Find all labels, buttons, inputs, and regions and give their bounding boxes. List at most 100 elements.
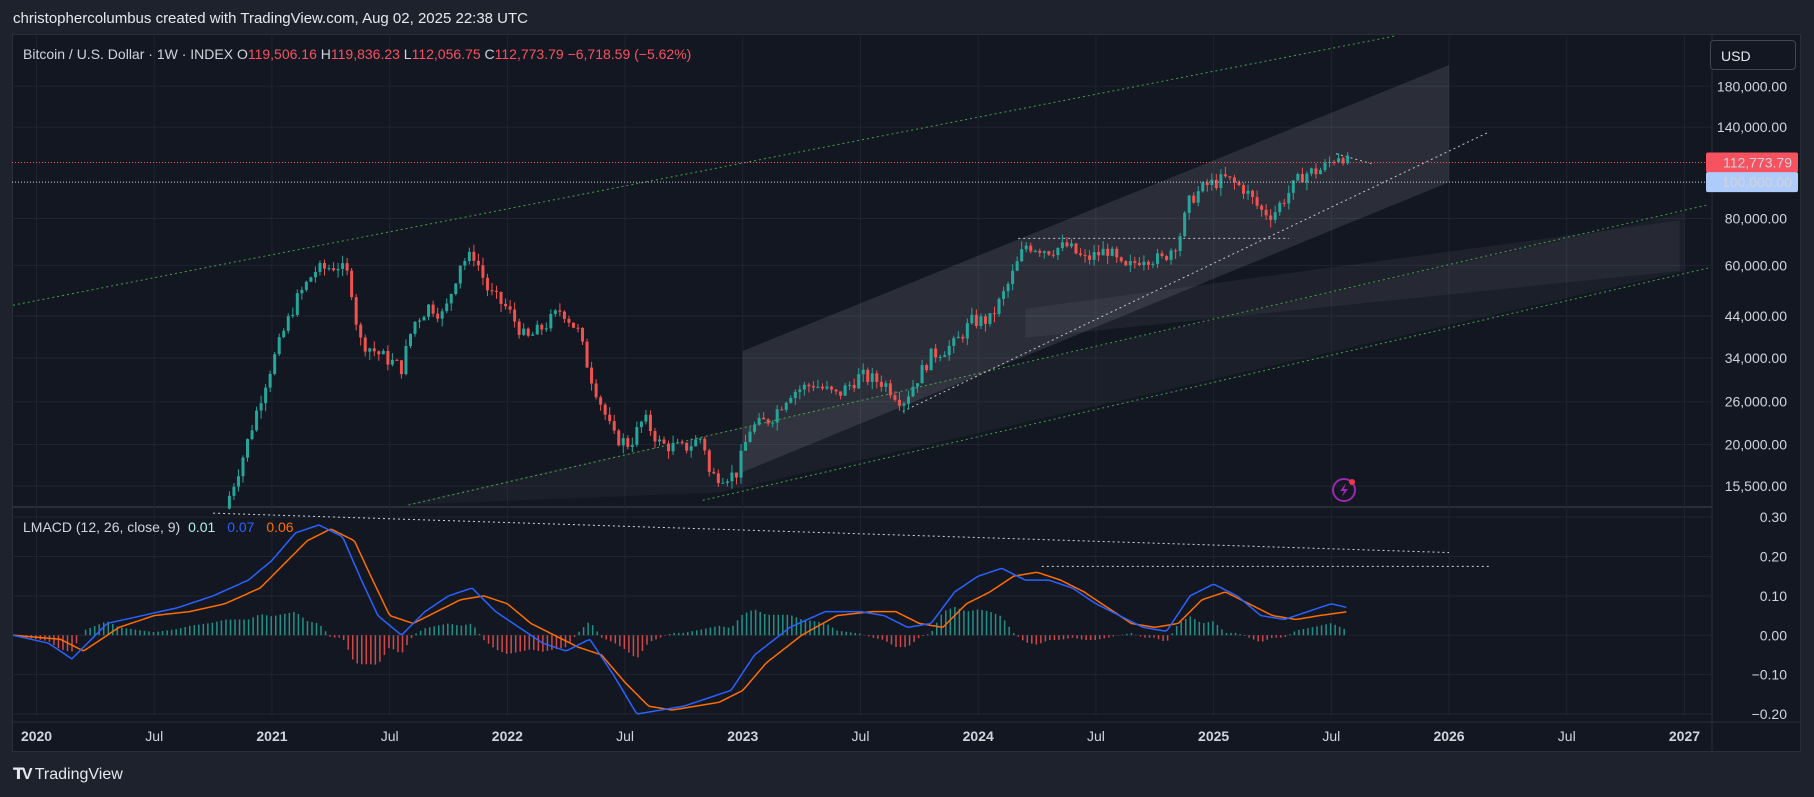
flash-bolt-icon [1340,483,1348,497]
pullback-line [1335,153,1372,165]
candle-body [255,410,259,431]
candle-body [979,316,983,326]
candle-body [345,263,349,271]
candle-body [1160,253,1164,256]
candle-body [553,310,557,315]
candle-body [1119,257,1123,262]
candle-body [893,395,897,400]
candle-body [925,365,929,371]
time-axis-label: 2025 [1198,728,1229,744]
candle-body [676,442,680,444]
price-axis-label: 80,000.00 [1725,210,1787,226]
candle-body [1291,180,1295,193]
candle-body [1183,212,1187,237]
price-axis-label: 140,000.00 [1717,119,1787,135]
candle-body [757,417,761,425]
candle-body [648,414,652,432]
candle-body [467,251,471,262]
candle-body [1318,170,1322,175]
candle-body [789,398,793,403]
time-axis-label: 2022 [492,728,523,744]
candle-body [318,263,322,272]
candle-body [875,373,879,382]
candle-body [535,324,539,335]
chart-frame[interactable] [12,34,1801,752]
candle-body [952,338,956,346]
macd-axis-label: 0.10 [1760,588,1787,604]
candle-body [540,324,544,330]
candle-body [1210,179,1214,185]
candle-body [698,438,702,440]
candle-body [517,321,521,335]
time-axis-label: Jul [1558,728,1576,744]
currency-button[interactable]: USD [1710,40,1796,70]
candle-body [1029,245,1033,252]
candle-body [793,391,797,399]
candle-body [902,403,906,406]
candle-body [567,318,571,323]
candle-body [273,354,277,374]
candle-body [1146,261,1150,265]
candle-body [1341,158,1345,164]
candle-body [1337,158,1341,163]
candle-body [644,414,648,422]
time-axis-label: 2026 [1433,728,1464,744]
time-axis-label: 2024 [963,728,994,744]
candle-body [1006,284,1010,292]
candle-body [581,327,585,342]
candle-body [259,403,263,411]
high-label: H [320,46,331,62]
candle-body [685,442,689,451]
macd-axis-label: 0.00 [1760,627,1787,643]
lmacd-title[interactable]: LMACD (12, 26, close, 9) [23,519,181,535]
price-axis-label: 34,000.00 [1725,350,1787,366]
macd-histogram [16,606,1345,665]
time-axis-label: Jul [616,728,634,744]
candle-body [304,281,308,290]
time-axis-label: Jul [381,728,399,744]
candle-body [1201,182,1205,192]
projection-fill [1025,220,1680,338]
candle-body [1187,195,1191,213]
candle-body [300,289,304,294]
candle-body [852,384,856,389]
candle-body [445,303,449,312]
candle-body [1305,173,1309,183]
candle-body [526,328,530,336]
candle-body [703,438,707,451]
candle-body [626,438,630,447]
close-value: 112,773.79 [494,46,564,62]
candle-body [1346,155,1350,164]
candle-body [427,304,431,317]
candle-body [495,290,499,292]
candle-body [1128,261,1132,266]
candle-body [1169,250,1173,261]
macd-trendline [213,512,1450,554]
time-axis-label: Jul [1322,728,1340,744]
candle-body [1219,174,1223,189]
candle-body [830,386,834,390]
attribution-bar: christophercolumbus created with Trading… [0,0,1814,34]
candle-body [544,328,548,330]
candle-body [227,495,231,509]
high-value: 119,836.23 [330,46,400,62]
candle-body [680,442,684,444]
macd-axis-label: −0.20 [1752,706,1788,722]
candle-body [1051,254,1055,256]
macd-axis-label: 0.30 [1760,509,1787,525]
candle-body [879,381,883,387]
candle-body [508,306,512,310]
candle-body [282,330,286,338]
candle-body [1079,253,1083,255]
candle-body [422,316,426,321]
candle-body [1042,251,1046,253]
symbol-label[interactable]: Bitcoin / U.S. Dollar · 1W · INDEX [23,46,234,62]
lower-channel-line [702,267,1709,501]
tradingview-footer[interactable]: ꓔV TradingView [13,764,123,784]
candle-body [1278,202,1282,213]
candle-body [1115,248,1119,258]
candle-body [1056,247,1060,256]
candle-body [1251,190,1255,197]
candle-body [1101,248,1105,256]
